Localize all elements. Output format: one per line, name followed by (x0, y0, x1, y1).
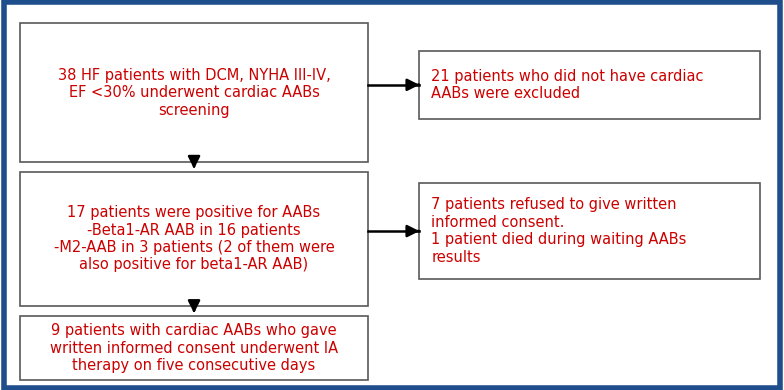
Text: 21 patients who did not have cardiac
AABs were excluded: 21 patients who did not have cardiac AAB… (431, 69, 704, 101)
FancyBboxPatch shape (20, 23, 368, 162)
FancyBboxPatch shape (419, 51, 760, 119)
Text: 9 patients with cardiac AABs who gave
written informed consent underwent IA
ther: 9 patients with cardiac AABs who gave wr… (50, 323, 338, 373)
Text: 7 patients refused to give written
informed consent.
1 patient died during waiti: 7 patients refused to give written infor… (431, 197, 687, 265)
Text: 38 HF patients with DCM, NYHA III-IV,
EF <30% underwent cardiac AABs
screening: 38 HF patients with DCM, NYHA III-IV, EF… (58, 68, 330, 117)
FancyBboxPatch shape (20, 316, 368, 380)
Text: 17 patients were positive for AABs
-Beta1-AR AAB in 16 patients
-M2-AAB in 3 pat: 17 patients were positive for AABs -Beta… (53, 205, 335, 273)
FancyBboxPatch shape (419, 183, 760, 279)
FancyBboxPatch shape (20, 172, 368, 306)
